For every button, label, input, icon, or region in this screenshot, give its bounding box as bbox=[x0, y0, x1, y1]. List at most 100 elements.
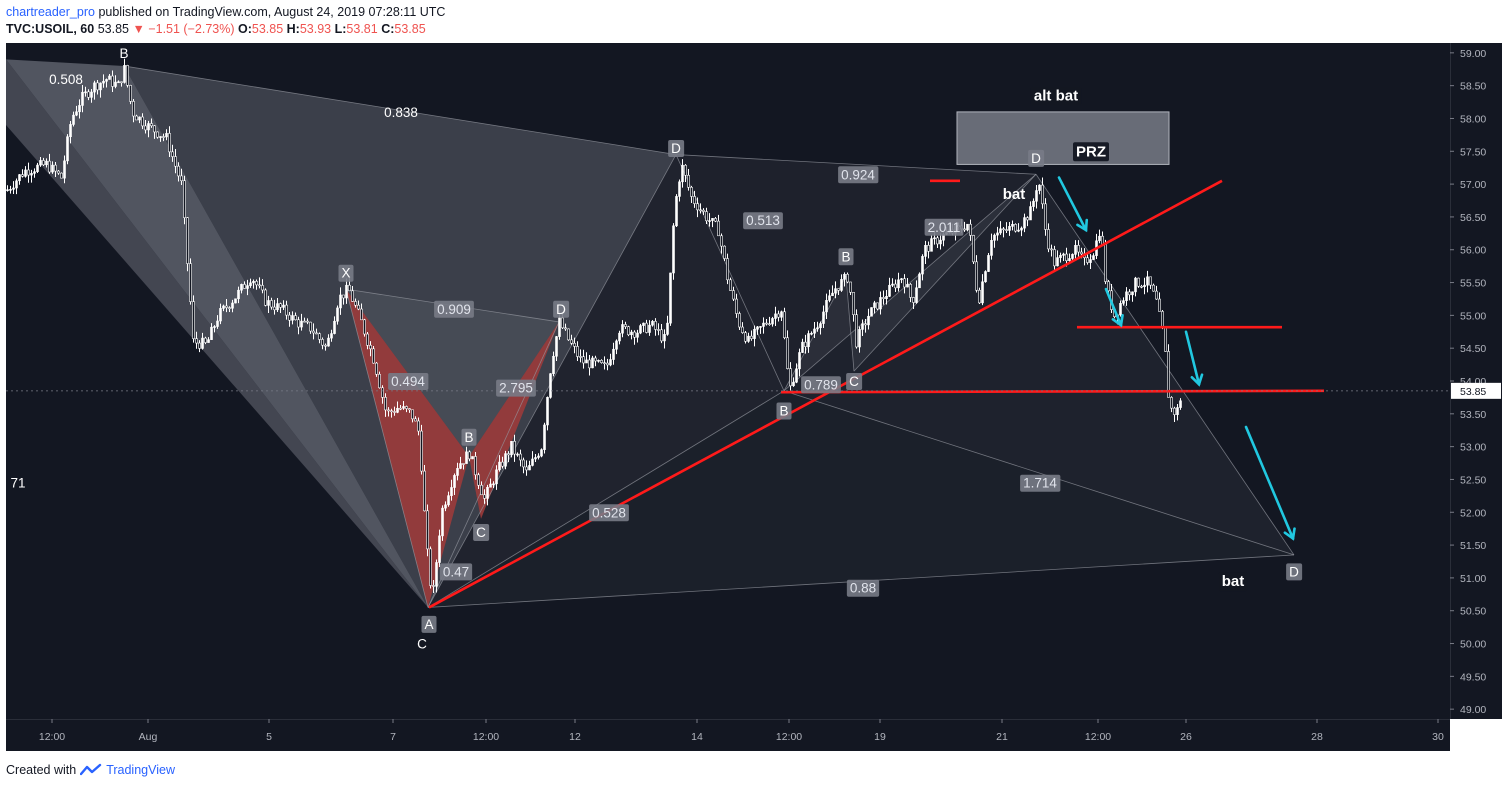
candle-body bbox=[582, 356, 585, 364]
candle-body bbox=[522, 459, 525, 468]
candle-body bbox=[96, 82, 99, 91]
candle-body bbox=[621, 324, 624, 334]
pattern-point-label: B bbox=[779, 404, 788, 419]
candle-body bbox=[1143, 284, 1146, 287]
candle-body bbox=[123, 65, 126, 83]
candle-body bbox=[225, 305, 228, 308]
candle-body bbox=[624, 324, 627, 327]
candle-body bbox=[198, 342, 201, 349]
candle-body bbox=[213, 326, 216, 328]
price-tick-label: 55.00 bbox=[1460, 310, 1486, 322]
candle-body bbox=[1074, 245, 1077, 255]
candle-body bbox=[708, 220, 711, 222]
candle-body bbox=[534, 457, 537, 460]
candle-body bbox=[180, 175, 183, 182]
candle-body bbox=[639, 325, 642, 334]
candle-body bbox=[870, 307, 873, 317]
close-label: C: bbox=[381, 22, 395, 36]
publisher-name[interactable]: chartreader_pro bbox=[6, 5, 95, 19]
candle-body bbox=[195, 338, 198, 344]
candle-body bbox=[633, 331, 636, 338]
time-axis-background bbox=[6, 720, 1450, 751]
candle-body bbox=[264, 289, 267, 306]
candle-body bbox=[432, 585, 435, 587]
candle-body bbox=[144, 125, 147, 131]
candle-body bbox=[690, 187, 693, 197]
candle-body bbox=[588, 359, 591, 369]
ratio-label: 0.909 bbox=[437, 302, 471, 317]
candle-body bbox=[492, 483, 495, 486]
candle-body bbox=[159, 136, 162, 138]
candle-body bbox=[852, 291, 855, 315]
candle-body bbox=[405, 406, 408, 409]
candle-body bbox=[417, 420, 420, 432]
candle-body bbox=[372, 348, 375, 364]
candle-body bbox=[447, 495, 450, 506]
candle-body bbox=[1050, 248, 1053, 251]
candle-body bbox=[177, 165, 180, 177]
pattern-point-label: D bbox=[1289, 564, 1299, 579]
tradingview-brand[interactable]: TradingView bbox=[106, 763, 175, 777]
candle-body bbox=[240, 284, 243, 291]
pattern-name-label-box bbox=[1218, 572, 1248, 592]
low-value: 53.81 bbox=[346, 22, 378, 36]
candle-body bbox=[777, 313, 780, 318]
candle-body bbox=[1011, 223, 1014, 227]
candle-body bbox=[267, 300, 270, 306]
candle-body bbox=[1032, 200, 1035, 207]
candle-body bbox=[465, 451, 468, 464]
candle-body bbox=[888, 284, 891, 297]
candle-body bbox=[1164, 327, 1167, 352]
ratio-label: 1.714 bbox=[1023, 476, 1057, 491]
candle-body bbox=[252, 281, 255, 284]
candle-body bbox=[885, 296, 888, 299]
candle-body bbox=[1086, 257, 1089, 263]
candle-body bbox=[1146, 276, 1149, 286]
candle-body bbox=[711, 218, 714, 221]
candle-body bbox=[771, 318, 774, 325]
candle-body bbox=[750, 335, 753, 339]
prz-box bbox=[956, 111, 1170, 165]
price-tick-label: 57.50 bbox=[1460, 146, 1486, 158]
candle-body bbox=[483, 494, 486, 499]
candle-body bbox=[1101, 235, 1104, 245]
candle-body bbox=[48, 160, 51, 173]
candle-body bbox=[276, 303, 279, 311]
pattern-leg-line bbox=[345, 289, 429, 608]
candle-body bbox=[576, 346, 579, 357]
chart-footer: Created with TradingView bbox=[6, 763, 175, 777]
price-chart[interactable]: 0.508 0.838 0.909 0.494 2.795 0.47 0.528 0.924 0… bbox=[6, 43, 1502, 751]
ratio-label-box bbox=[388, 373, 429, 390]
candle-body bbox=[117, 81, 120, 84]
pattern-point-label-box bbox=[473, 523, 490, 541]
candle-body bbox=[816, 327, 819, 330]
trendline bbox=[428, 179, 1223, 609]
candle-body bbox=[999, 228, 1002, 234]
candle-body bbox=[618, 332, 621, 342]
candle-body bbox=[69, 124, 72, 138]
candle-body bbox=[1128, 291, 1131, 296]
candle-body bbox=[453, 475, 456, 488]
candle-body bbox=[1170, 397, 1173, 409]
ratio-label-box bbox=[801, 376, 841, 394]
price-tick-label: 58.00 bbox=[1460, 113, 1486, 125]
candle-body bbox=[882, 297, 885, 299]
candle-body bbox=[222, 305, 225, 309]
ratio-label: 2.795 bbox=[499, 381, 533, 396]
pattern-name-label-box bbox=[1030, 86, 1082, 106]
candle-body bbox=[672, 225, 675, 274]
symbol-line: TVC:USOIL, 60 53.85 ▼ −1.51 (−2.73%) O:5… bbox=[6, 22, 426, 36]
time-tick-label: 14 bbox=[691, 731, 703, 743]
candle-body bbox=[489, 483, 492, 488]
candle-body bbox=[1041, 184, 1044, 205]
down-arrow bbox=[1184, 330, 1201, 386]
candle-body bbox=[120, 81, 123, 84]
pattern-point-label-box bbox=[838, 248, 854, 266]
candle-body bbox=[705, 211, 708, 222]
current-price-label: 53.85 bbox=[1460, 386, 1486, 398]
candle-body bbox=[1044, 203, 1047, 230]
candle-body bbox=[399, 407, 402, 410]
arrow-head bbox=[1111, 314, 1124, 328]
ratio-label-box bbox=[589, 504, 629, 522]
candle-body bbox=[1038, 184, 1041, 191]
